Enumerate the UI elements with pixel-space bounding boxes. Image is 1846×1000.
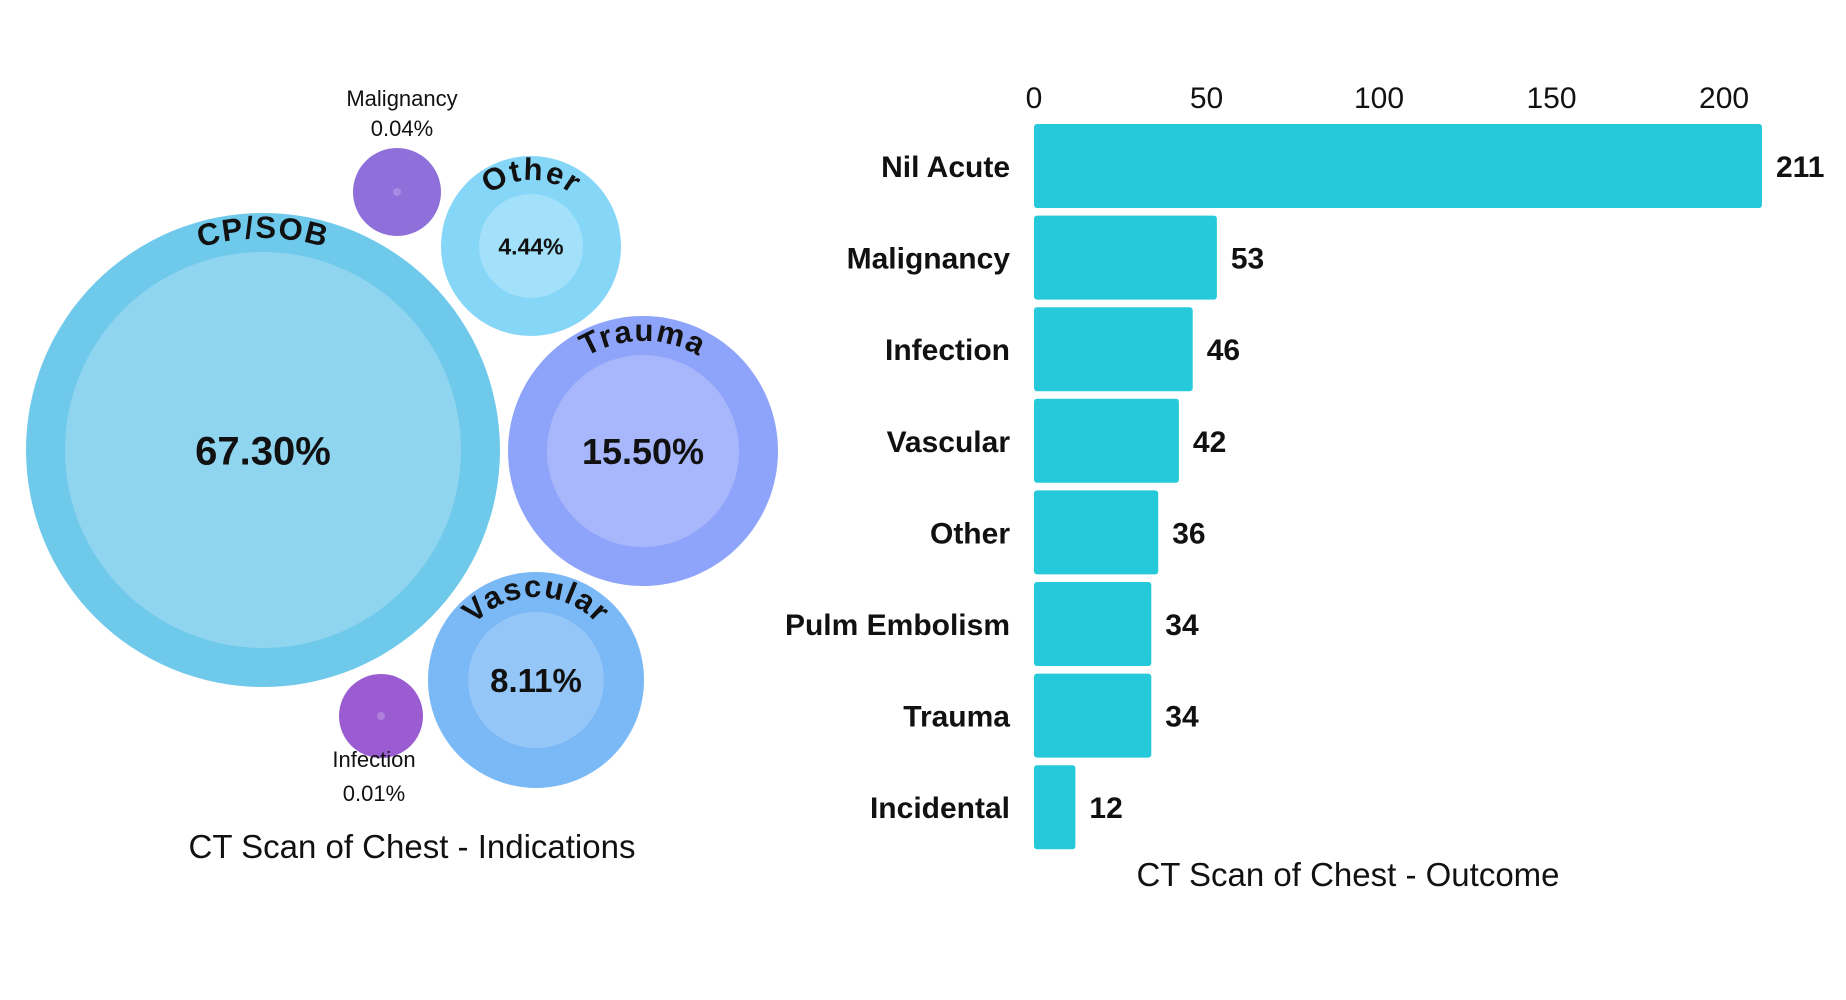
bar-pulm-embolism [1034,582,1152,666]
bubble-malignancy-name: Malignancy [346,86,457,111]
bar-row-vascular: Vascular 42 [887,398,1226,483]
bar-value-label: 46 [1207,334,1240,367]
bar-row-trauma: Trauma 34 [903,673,1199,758]
category-label: Nil Acute [881,151,1010,184]
bar-row-incidental: Incidental 12 [870,765,1123,850]
bubble-other-value: 4.44% [498,233,563,259]
bar-value-label: 211 [1776,151,1824,184]
bar-value-label: 36 [1172,517,1205,550]
bar-row-infection: Infection 46 [885,307,1240,392]
bar-infection [1034,307,1193,392]
category-label: Vascular [887,426,1011,459]
category-label: Other [930,517,1010,550]
bar-value-label: 53 [1231,243,1264,276]
bar-other [1034,490,1159,575]
bubble-malignancy-center-dot [393,188,401,196]
x-tick-label: 50 [1190,82,1223,115]
bar-trauma [1034,673,1152,758]
bubble-other-inner [479,194,583,298]
category-label: Trauma [903,701,1010,734]
x-tick-label: 150 [1527,82,1577,115]
bar-malignancy [1034,215,1217,300]
x-tick-label: 0 [1026,82,1043,115]
bubble-vascular-inner [468,612,604,748]
bar-incidental [1034,765,1076,850]
bar-nil-acute [1034,124,1762,208]
x-tick-label: 200 [1699,82,1749,115]
bar-layer: Nil Acute 211 Malignancy 53 Infection 46 Vascu… [785,124,1824,850]
bar-row-malignancy: Malignancy 53 [847,215,1264,300]
category-label: Infection [885,334,1010,367]
bar-row-pulm-embolism: Pulm Embolism 34 [785,582,1199,666]
bar-row-nil-acute: Nil Acute 211 [881,124,1824,208]
bubble-infection-center-dot [377,712,385,720]
x-axis-ticks: 0 50 100 150 200 [1026,82,1749,115]
bar-value-label: 34 [1165,609,1199,642]
bubble-infection-name: Infection [332,747,415,772]
bar-value-label: 34 [1165,701,1199,734]
category-label: Malignancy [847,243,1011,276]
bubble-vascular-value: 8.11% [490,662,582,699]
bar-row-other: Other 36 [930,490,1206,575]
bubble-infection: Infection 0.01% [332,674,423,806]
bar-vascular [1034,398,1179,483]
bubble-trauma-value: 15.50% [582,431,704,472]
x-tick-label: 100 [1354,82,1404,115]
bubble-infection-value: 0.01% [343,781,405,806]
bubble-malignancy-value: 0.04% [371,116,433,141]
bar-value-label: 42 [1193,426,1226,459]
bubble-cp-sob-value: 67.30% [195,429,331,473]
bubble-malignancy: Malignancy 0.04% [346,86,458,236]
bar-value-label: 12 [1089,792,1122,825]
outcome-chart-title: CT Scan of Chest - Outcome [1136,856,1559,893]
bubble-cp-sob-inner [65,252,461,648]
bubble-trauma-inner [547,355,739,547]
indications-chart-title: CT Scan of Chest - Indications [189,828,636,865]
category-label: Incidental [870,792,1010,825]
